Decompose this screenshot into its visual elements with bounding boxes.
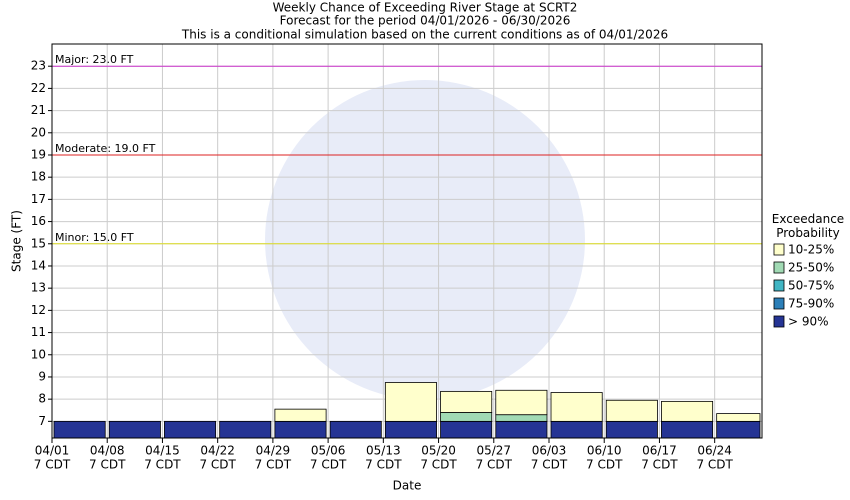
- x-tick-label: 04/15: [145, 444, 180, 458]
- bar-segment: [716, 413, 761, 422]
- y-tick-label: 22: [31, 81, 46, 95]
- legend-swatch: [773, 261, 785, 274]
- y-tick-label: 18: [31, 170, 46, 184]
- y-tick-label: 12: [31, 303, 46, 317]
- x-tick-label: 04/01: [35, 444, 70, 458]
- x-tick-label: 06/17: [642, 444, 677, 458]
- bar-segment: [661, 420, 714, 439]
- y-tick-label: 10: [31, 347, 46, 361]
- x-tick-time: 7 CDT: [144, 458, 181, 472]
- bar-segment: [605, 399, 658, 422]
- legend-label: 25-50%: [788, 261, 834, 275]
- bar-segment: [440, 420, 493, 439]
- y-tick-label: 19: [31, 147, 46, 161]
- y-axis-label: Stage (FT): [10, 210, 24, 272]
- x-axis-label: Date: [393, 479, 422, 493]
- legend-swatch: [773, 297, 785, 310]
- y-tick-label: 11: [31, 325, 46, 339]
- y-tick-label: 8: [38, 392, 46, 406]
- x-tick-time: 7 CDT: [586, 458, 623, 472]
- x-tick-time: 7 CDT: [34, 458, 71, 472]
- x-tick-time: 7 CDT: [89, 458, 126, 472]
- bar-segment: [274, 420, 327, 439]
- x-tick-label: 04/22: [200, 444, 235, 458]
- x-tick-label: 04/29: [256, 444, 291, 458]
- threshold-label: Major: 23.0 FT: [55, 53, 134, 66]
- x-tick-label: 06/10: [587, 444, 622, 458]
- x-tick-label: 06/03: [532, 444, 567, 458]
- legend-swatch: [773, 243, 785, 256]
- chart-title: Weekly Chance of Exceeding River Stage a…: [273, 1, 578, 15]
- bar-segment: [384, 420, 437, 439]
- bar-segment: [384, 382, 437, 422]
- chart-note: This is a conditional simulation based o…: [181, 28, 668, 42]
- legend-swatch: [773, 279, 785, 292]
- bar-segment: [495, 389, 548, 416]
- bar-segment: [605, 420, 658, 439]
- threshold-label: Minor: 15.0 FT: [55, 231, 134, 244]
- x-tick-time: 7 CDT: [310, 458, 347, 472]
- legend-swatch: [773, 315, 785, 328]
- bar-segment: [495, 420, 548, 439]
- bar-segment: [219, 420, 272, 439]
- legend-label: 75-90%: [788, 297, 834, 311]
- bar-segment: [550, 392, 603, 422]
- bar-segment: [53, 420, 106, 439]
- bar-segment: [329, 420, 382, 439]
- x-tick-time: 7 CDT: [255, 458, 292, 472]
- x-tick-label: 05/27: [476, 444, 511, 458]
- x-tick-time: 7 CDT: [476, 458, 513, 472]
- bar-segment: [550, 420, 603, 439]
- chart-subtitle: Forecast for the period 04/01/2026 - 06/…: [280, 14, 571, 28]
- bar-segment: [108, 420, 161, 439]
- legend-label: 10-25%: [788, 243, 834, 257]
- x-tick-time: 7 CDT: [531, 458, 568, 472]
- y-tick-label: 23: [31, 59, 46, 73]
- y-tick-label: 14: [31, 258, 46, 272]
- legend-label: > 90%: [788, 315, 829, 329]
- x-tick-time: 7 CDT: [696, 458, 733, 472]
- x-tick-label: 05/20: [421, 444, 456, 458]
- x-tick-time: 7 CDT: [199, 458, 236, 472]
- y-tick-label: 17: [31, 192, 46, 206]
- watermark: [265, 80, 585, 400]
- y-tick-label: 7: [38, 414, 46, 428]
- legend-label: 50-75%: [788, 279, 834, 293]
- bar-segment: [495, 414, 548, 422]
- x-tick-time: 7 CDT: [641, 458, 678, 472]
- x-tick-label: 05/06: [311, 444, 346, 458]
- x-tick-label: 04/08: [90, 444, 125, 458]
- bar-segment: [661, 400, 714, 422]
- x-tick-label: 06/24: [697, 444, 732, 458]
- x-tick-time: 7 CDT: [420, 458, 457, 472]
- bar-segment: [440, 390, 493, 413]
- y-tick-label: 9: [38, 369, 46, 383]
- threshold-label: Moderate: 19.0 FT: [55, 142, 156, 155]
- y-tick-label: 13: [31, 281, 46, 295]
- y-tick-label: 16: [31, 214, 46, 228]
- y-tick-label: 20: [31, 125, 46, 139]
- bar-segment: [440, 412, 493, 422]
- x-tick-time: 7 CDT: [365, 458, 402, 472]
- bar-segment: [716, 420, 761, 439]
- y-tick-label: 15: [31, 236, 46, 250]
- plot-frame: [51, 43, 763, 439]
- bar-segment: [274, 408, 327, 422]
- bar-segment: [164, 420, 217, 439]
- y-tick-label: 21: [31, 103, 46, 117]
- legend-title: Exceedance Probability: [771, 212, 845, 240]
- x-tick-label: 05/13: [366, 444, 401, 458]
